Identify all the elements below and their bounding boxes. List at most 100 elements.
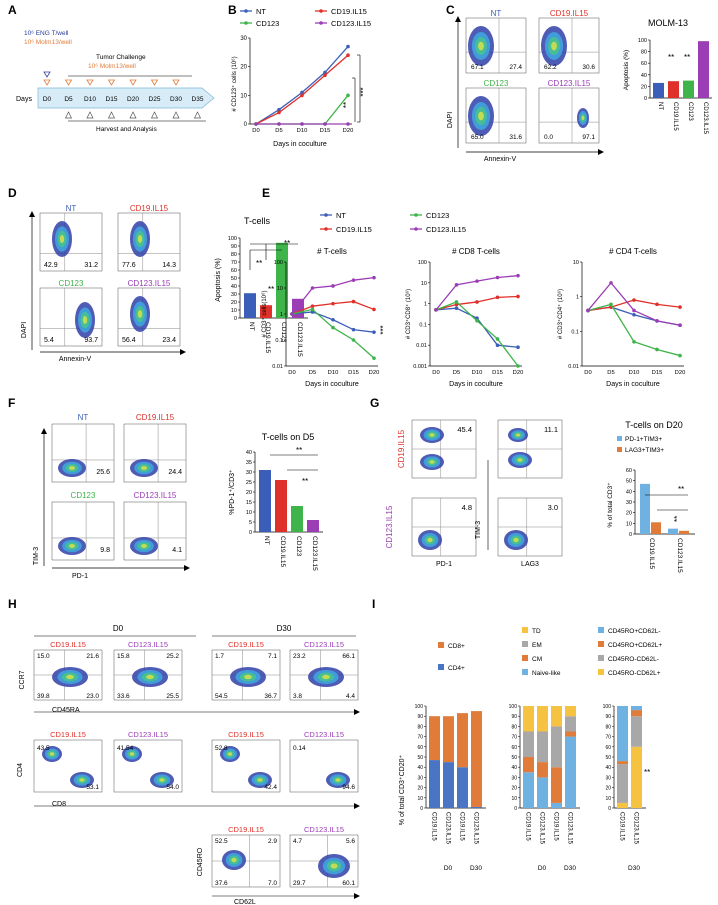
- density-blob: [222, 850, 246, 870]
- density-blob: [150, 772, 174, 788]
- quadrant-value: 93.7: [84, 337, 98, 344]
- series-line-CD123: [435, 301, 519, 367]
- density-blob: [132, 667, 168, 687]
- chart-title: # CD4 T-cells: [609, 247, 657, 256]
- cd45ro-bar-segment: [631, 706, 642, 711]
- data-point: [516, 273, 520, 278]
- x-tick-label: CD123.IL15: [676, 538, 683, 573]
- y-tick-label: 10: [277, 286, 283, 292]
- significance: **: [673, 516, 682, 522]
- legend-label: CM: [532, 656, 542, 663]
- x-tick-label: D10: [328, 370, 339, 376]
- data-point: [678, 323, 682, 328]
- x-axis-label: Annexin-V: [484, 156, 517, 163]
- density-blob: [508, 452, 532, 468]
- density-contour: [49, 752, 55, 756]
- legend-CD19.IL15: CD19.IL15: [336, 225, 372, 234]
- panel-letter-G: G: [370, 396, 379, 410]
- x-tick-label: D20: [343, 128, 354, 134]
- legend-swatch: [522, 655, 528, 661]
- data-point: [323, 70, 327, 75]
- quadrant-value: 66.1: [342, 653, 355, 660]
- density-blob: [130, 296, 150, 332]
- y-tick-label: 20: [641, 84, 647, 90]
- data-point: [372, 330, 376, 334]
- density-blob: [541, 26, 567, 66]
- density-contour: [429, 460, 435, 464]
- y-tick-label: 20: [246, 490, 252, 496]
- population-label: CD19.IL15: [550, 9, 589, 18]
- significance: **: [284, 239, 290, 248]
- density-contour: [244, 674, 252, 680]
- legend-CD123.IL15: CD123.IL15: [331, 19, 371, 28]
- legend-label: LAG3+TIM3+: [625, 447, 664, 454]
- molm-arrow: [43, 79, 51, 86]
- y-tick-label: 40: [511, 765, 517, 771]
- y-tick-label: 50: [511, 755, 517, 761]
- group-label: CD123.IL15: [304, 640, 344, 649]
- y-tick-label: 60: [641, 61, 647, 67]
- density-contour: [581, 115, 585, 121]
- legend-swatch: [598, 627, 604, 633]
- tumor-challenge-label: Tumor Challenge: [96, 54, 146, 61]
- panel-letter-B: B: [228, 3, 237, 17]
- series-line-CD19.IL15: [255, 54, 349, 125]
- y-tick-label: 100: [509, 704, 518, 710]
- quadrant-value: 54.5: [215, 693, 228, 700]
- y-tick-label: 100: [274, 260, 283, 266]
- y-tick-label: 40: [626, 489, 632, 495]
- y-axis-label: %PD-1⁺/CD3⁺: [229, 469, 236, 515]
- x-tick-label: D20: [675, 370, 686, 376]
- days-label: Days: [16, 96, 32, 103]
- density-blob: [58, 537, 86, 555]
- density-blob: [420, 454, 444, 470]
- x-tick-label: CD19.IL15: [279, 536, 286, 567]
- quadrant-value: 27.4: [509, 64, 522, 71]
- population-label: NT: [491, 9, 502, 18]
- quadrant-value: 23.0: [86, 693, 99, 700]
- significance: **: [268, 285, 274, 294]
- arrow-head: [354, 803, 360, 809]
- data-point: [586, 308, 590, 313]
- harvest-triangle: [193, 111, 202, 119]
- x-tick-label: D5: [453, 370, 460, 376]
- subset-bar-segment: [565, 706, 576, 717]
- cd4-cd8-bar-segment: [457, 767, 468, 808]
- density-blob: [52, 667, 88, 687]
- significance: ***: [379, 325, 388, 334]
- data-point: [516, 345, 520, 350]
- molm-dose: 10⁶ Molm13/well: [24, 39, 72, 46]
- bar-NT: [653, 82, 664, 98]
- legend-swatch: [438, 642, 444, 648]
- y-tick-label: 1: [424, 302, 427, 308]
- bar-PD-1+TIM3+: [640, 483, 650, 534]
- quadrant-value: 5.4: [44, 337, 54, 344]
- group-label: CD123.IL15: [304, 730, 344, 739]
- x-axis-label: Days in coculture: [305, 381, 359, 388]
- legend-CD123.IL15: CD123.IL15: [426, 225, 466, 234]
- density-contour: [140, 466, 148, 470]
- data-point: [678, 305, 682, 309]
- cd4-cd8-bar-segment: [443, 716, 454, 763]
- y-axis-label: CD45RO: [197, 847, 204, 876]
- quadrant-value: 25.6: [96, 469, 110, 476]
- data-point: [310, 307, 315, 312]
- quadrant-value: 62.2: [544, 64, 557, 71]
- legend-label: CD45RO-CD62L+: [608, 670, 661, 677]
- y-tick-label: 10: [231, 308, 237, 314]
- x-tick-label: CD19.IL15: [553, 812, 559, 841]
- group-label: CD123.IL15: [304, 825, 344, 834]
- density-blob: [220, 746, 240, 762]
- bar-CD123.IL15: [307, 520, 319, 532]
- x-tick-label: CD123: [687, 102, 693, 121]
- quadrant-value: 0.0: [544, 134, 553, 141]
- legend-marker: [244, 9, 248, 13]
- quadrant-value: 31.6: [509, 134, 522, 141]
- y-tick-label: 70: [417, 735, 423, 741]
- quadrant-value: 37.6: [215, 880, 228, 887]
- arrow-head: [354, 709, 360, 715]
- y-tick-label: 0.1: [419, 322, 427, 328]
- day-label: D30: [470, 865, 482, 872]
- y-axis-label: # CD3⁺CD8⁺ (10⁶): [405, 289, 412, 339]
- x-tick-label: CD123.IL15: [633, 812, 639, 845]
